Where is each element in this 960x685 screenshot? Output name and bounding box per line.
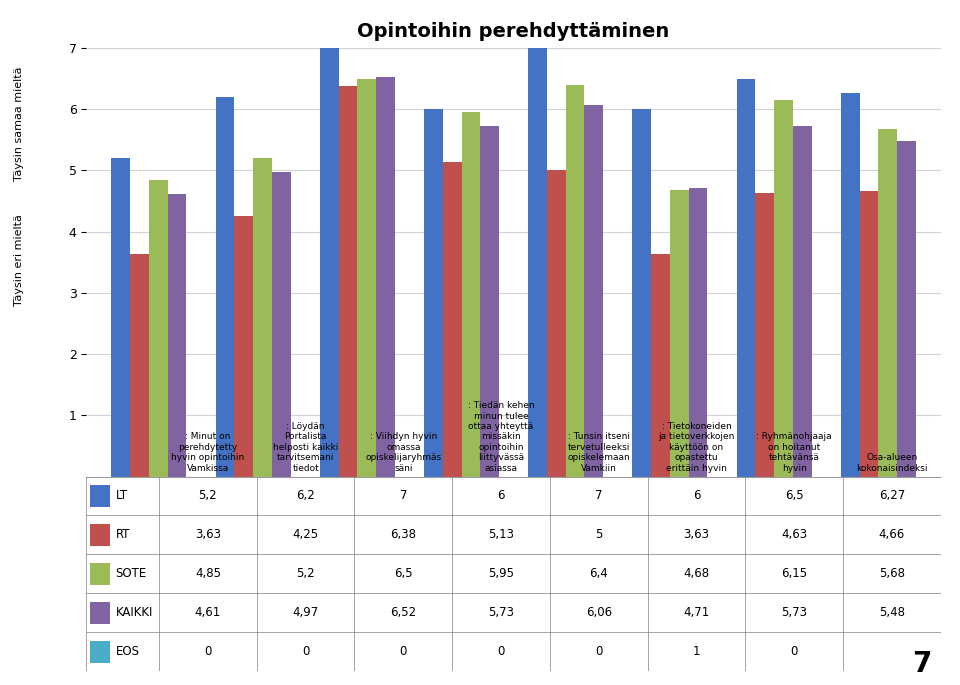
Text: 0: 0 (399, 645, 407, 658)
Text: 6: 6 (497, 490, 505, 503)
Text: 6,38: 6,38 (391, 528, 417, 541)
Text: 4,71: 4,71 (684, 606, 709, 619)
Bar (565, 85, 585, 477)
Text: 4,66: 4,66 (878, 528, 905, 541)
Bar (736, 79, 756, 477)
Text: 6,52: 6,52 (391, 606, 417, 619)
Bar (462, 112, 480, 477)
Bar (878, 129, 897, 477)
Text: 5: 5 (595, 528, 603, 541)
Bar (376, 77, 395, 477)
Text: 7: 7 (595, 490, 603, 503)
Bar (841, 92, 859, 477)
Bar (670, 190, 688, 477)
Text: 6,4: 6,4 (589, 567, 608, 580)
Bar (234, 216, 253, 477)
Title: Opintoihin perehdyttäminen: Opintoihin perehdyttäminen (357, 22, 670, 41)
Text: SOTE: SOTE (115, 567, 147, 580)
Bar (168, 195, 186, 477)
Text: : Tunsin itseni
tervetulleeksi
opiskelemaan
Vamkiin: : Tunsin itseni tervetulleeksi opiskelem… (567, 432, 630, 473)
Bar (688, 188, 708, 477)
Bar (633, 109, 651, 477)
Text: 5,73: 5,73 (488, 606, 514, 619)
Bar (90, 485, 110, 507)
Text: 4,63: 4,63 (781, 528, 807, 541)
Text: 4,97: 4,97 (293, 606, 319, 619)
Bar (547, 171, 565, 477)
Bar (320, 48, 339, 477)
Bar (216, 97, 234, 477)
Text: 6,2: 6,2 (297, 490, 315, 503)
Text: 3,63: 3,63 (684, 528, 709, 541)
Text: 7: 7 (399, 490, 407, 503)
Text: 0: 0 (301, 645, 309, 658)
Bar (651, 254, 670, 477)
Bar (443, 162, 462, 477)
Bar (793, 126, 811, 477)
Text: Täysin samaa mieltä: Täysin samaa mieltä (14, 66, 24, 181)
Text: : Tietokoneiden
ja tietoverkkojen
käyttöön on
opastettu
erittäin hyvin: : Tietokoneiden ja tietoverkkojen käyttö… (659, 422, 734, 473)
Bar (424, 109, 443, 477)
Text: 5,68: 5,68 (879, 567, 905, 580)
Text: LT: LT (115, 490, 128, 503)
Text: 6,5: 6,5 (394, 567, 413, 580)
Text: 5,2: 5,2 (297, 567, 315, 580)
Text: 5,13: 5,13 (488, 528, 514, 541)
Text: : Minut on
perehdytetty
hyvin opintoihin
Vamkissa: : Minut on perehdytetty hyvin opintoihin… (171, 432, 245, 473)
Text: RT: RT (115, 528, 130, 541)
Text: 6,27: 6,27 (878, 490, 905, 503)
Text: : Viihdyn hyvin
omassa
opiskelijaryhmäs
säni: : Viihdyn hyvin omassa opiskelijaryhmäs … (365, 432, 442, 473)
Text: 6,5: 6,5 (785, 490, 804, 503)
Text: 4,25: 4,25 (293, 528, 319, 541)
Bar (339, 86, 357, 477)
Text: 4,68: 4,68 (684, 567, 709, 580)
Text: 6,06: 6,06 (586, 606, 612, 619)
Text: 5,48: 5,48 (879, 606, 905, 619)
Bar (131, 254, 149, 477)
Text: 5,73: 5,73 (781, 606, 807, 619)
Text: : Löydän
Portalista
helposti kaikki
tarvitsemani
tiedot: : Löydän Portalista helposti kaikki tarv… (273, 422, 338, 473)
Bar (480, 126, 499, 477)
Text: 0: 0 (595, 645, 603, 658)
Text: Täysin eri mieltä: Täysin eri mieltä (14, 214, 24, 306)
Text: 5,95: 5,95 (488, 567, 514, 580)
Bar (756, 193, 774, 477)
Bar (897, 141, 916, 477)
Text: : Ryhmänohjaaja
on hoitanut
tehtävänsä
hyvin: : Ryhmänohjaaja on hoitanut tehtävänsä h… (756, 432, 832, 473)
Text: 6,15: 6,15 (781, 567, 807, 580)
Text: 7: 7 (912, 650, 931, 678)
Text: 4,85: 4,85 (195, 567, 221, 580)
Bar (357, 79, 376, 477)
Bar (528, 48, 547, 477)
Bar (859, 191, 878, 477)
Text: Osa-alueen
kokonaisindeksi: Osa-alueen kokonaisindeksi (856, 453, 927, 473)
Bar (585, 105, 603, 477)
Text: 3,63: 3,63 (195, 528, 221, 541)
Bar (272, 172, 291, 477)
Bar (253, 158, 272, 477)
Bar (90, 563, 110, 584)
Text: 0: 0 (497, 645, 505, 658)
Bar (90, 641, 110, 662)
Bar (90, 524, 110, 546)
Text: : Tiedän kehen
minun tulee
ottaa yhteyttä
missäkin
opintoihin
liittyvässä
asiass: : Tiedän kehen minun tulee ottaa yhteytt… (468, 401, 535, 473)
Text: 4,61: 4,61 (195, 606, 221, 619)
Text: EOS: EOS (115, 645, 139, 658)
Bar (111, 158, 131, 477)
Bar (90, 602, 110, 623)
Bar (149, 179, 168, 477)
Text: 0: 0 (204, 645, 211, 658)
Text: 1: 1 (693, 645, 700, 658)
Text: KAIKKI: KAIKKI (115, 606, 153, 619)
Bar (774, 100, 793, 477)
Text: 0: 0 (790, 645, 798, 658)
Text: 5,2: 5,2 (199, 490, 217, 503)
Text: 6: 6 (693, 490, 700, 503)
